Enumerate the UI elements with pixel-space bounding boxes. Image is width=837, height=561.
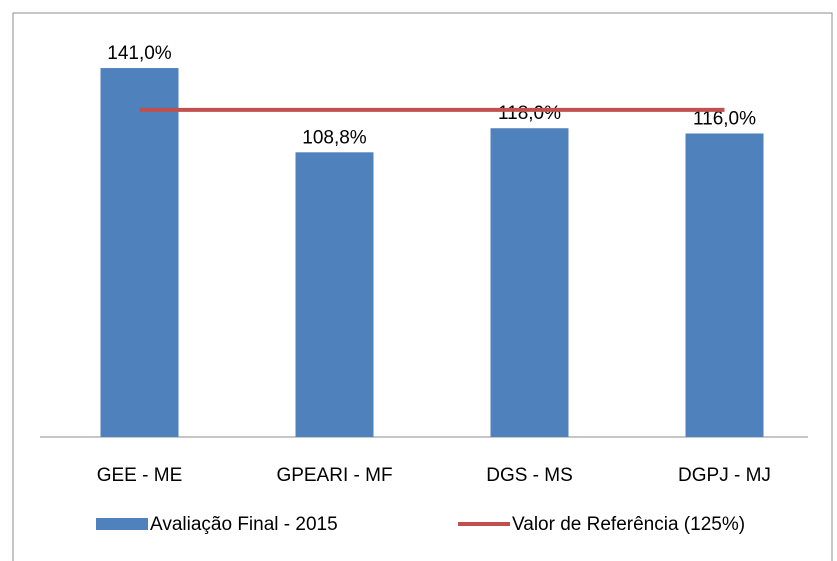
- chart-frame: [12, 12, 833, 561]
- bar: [490, 128, 569, 437]
- x-tick-label: GEE - ME: [97, 465, 183, 486]
- bar: [295, 152, 374, 437]
- x-tick-label: GPEARI - MF: [276, 465, 392, 486]
- data-label: 116,0%: [693, 108, 756, 129]
- legend-label: Avaliação Final - 2015: [150, 514, 338, 535]
- x-tick-label: DGPJ - MJ: [678, 465, 771, 486]
- data-label: 108,8%: [302, 127, 367, 148]
- data-label: 141,0%: [107, 43, 172, 64]
- bar: [100, 68, 179, 438]
- legend-swatch: [96, 518, 148, 530]
- x-tick-label: DGS - MS: [486, 465, 573, 486]
- bar: [685, 133, 764, 437]
- data-label: 118,0%: [498, 103, 561, 124]
- legend-label: Valor de Referência (125%): [512, 514, 745, 535]
